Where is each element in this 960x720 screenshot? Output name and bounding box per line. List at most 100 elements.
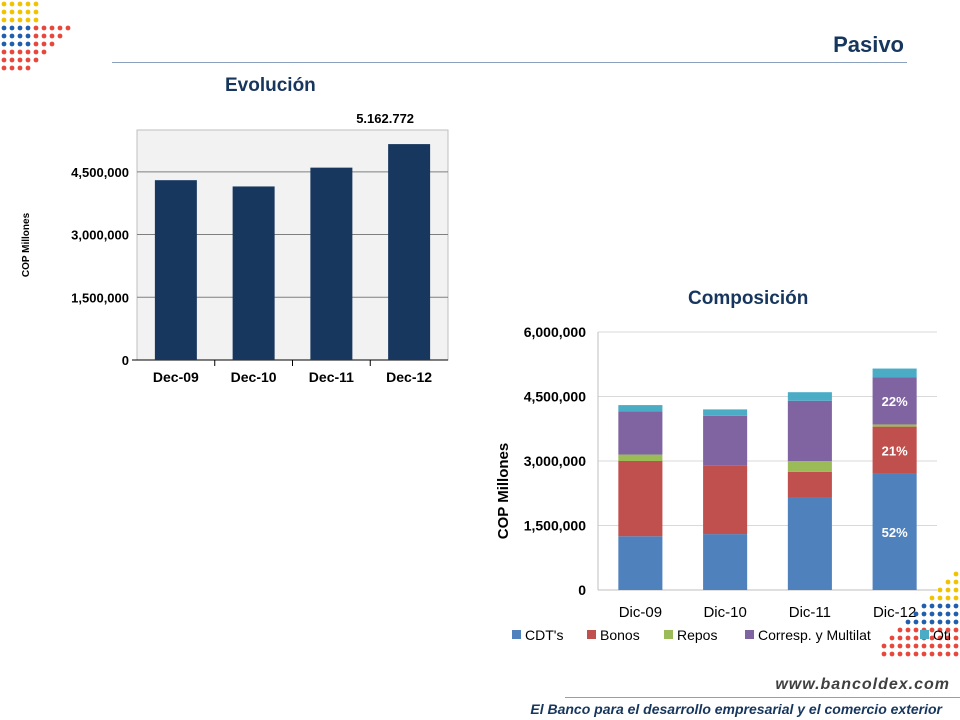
logo-dot	[1, 17, 7, 23]
x-tick-label: Dec-11	[309, 369, 354, 385]
y-tick-label: 3,000,000	[71, 228, 129, 243]
logo-dot	[33, 25, 39, 31]
decor-dot	[889, 643, 895, 649]
logo-dot	[49, 25, 55, 31]
decor-dot	[937, 603, 943, 609]
legend-swatch	[745, 630, 754, 639]
segment-repos-dic-12	[872, 424, 917, 427]
logo-dot	[17, 25, 23, 31]
logo-dot	[33, 17, 39, 23]
decor-dot	[913, 619, 919, 625]
logo-dot	[41, 41, 47, 47]
logo-dot	[33, 41, 39, 47]
logo-dot	[9, 57, 15, 63]
decor-dot	[937, 651, 943, 657]
logo-dot	[33, 49, 39, 55]
decor-dot	[937, 635, 943, 641]
logo-dot	[1, 41, 7, 47]
y-axis-label: COP Millones	[495, 443, 512, 539]
footer-tagline: El Banco para el desarrollo empresarial …	[530, 701, 942, 717]
segment-cdt-s-dic-11	[787, 497, 832, 590]
logo-dot	[17, 33, 23, 39]
decor-dot	[929, 635, 935, 641]
logo-dot	[1, 25, 7, 31]
logo-dots-top	[1, 1, 71, 71]
legend-swatch	[664, 630, 673, 639]
decor-dot	[921, 619, 927, 625]
y-tick-label: 0	[122, 353, 129, 368]
x-tick-label: Dec-10	[231, 369, 277, 385]
decor-dot	[953, 651, 959, 657]
decor-dot	[937, 619, 943, 625]
decor-dot	[937, 627, 943, 633]
decor-dot	[921, 611, 927, 617]
decor-dot	[929, 627, 935, 633]
decor-dot	[881, 643, 887, 649]
legend-swatch	[920, 630, 929, 639]
logo-dot	[9, 33, 15, 39]
percent-label: 22%	[882, 394, 908, 409]
evolution-chart-title: Evolución	[225, 75, 316, 96]
logo-dot	[17, 41, 23, 47]
segment-otros-dic-11	[787, 392, 832, 401]
percent-label: 21%	[882, 443, 908, 458]
legend-swatch	[512, 630, 521, 639]
logo-dot	[25, 33, 31, 39]
logo-dot	[1, 57, 7, 63]
decor-dot	[913, 651, 919, 657]
decor-dot	[953, 619, 959, 625]
y-tick-label: 4,500,000	[71, 165, 129, 180]
logo-dot	[25, 9, 31, 15]
decor-dot	[913, 627, 919, 633]
logo-dot	[17, 9, 23, 15]
decor-dot	[889, 651, 895, 657]
decor-dot	[937, 595, 943, 601]
logo-dot	[33, 1, 39, 7]
decor-dot	[905, 635, 911, 641]
decor-dot	[937, 611, 943, 617]
decor-dot	[929, 603, 935, 609]
percent-label: 52%	[882, 525, 908, 540]
logo-dot	[17, 17, 23, 23]
decor-dot	[905, 619, 911, 625]
footer-divider	[565, 697, 960, 698]
logo-dot	[41, 49, 47, 55]
logo-dot	[65, 25, 71, 31]
bar-dec-12	[388, 144, 431, 360]
logo-dot	[57, 33, 63, 39]
segment-corresp-y-multilat-dic-10	[703, 415, 748, 466]
x-tick-label: Dic-09	[619, 604, 662, 621]
legend-label: CDT's	[525, 627, 563, 643]
segment-cdt-s-dic-09	[618, 536, 663, 590]
decor-dot	[953, 627, 959, 633]
page-title: Pasivo	[833, 32, 904, 57]
logo-dot	[9, 1, 15, 7]
logo-dot	[33, 9, 39, 15]
decor-dot	[945, 595, 951, 601]
segment-bonos-dic-09	[618, 461, 663, 537]
composition-chart-title: Composición	[688, 288, 809, 309]
segment-repos-dic-11	[787, 461, 832, 472]
decor-dot	[897, 627, 903, 633]
y-tick-label: 6,000,000	[524, 324, 586, 340]
decor-dot	[953, 571, 959, 577]
y-tick-label: 1,500,000	[524, 518, 586, 534]
logo-dot	[17, 57, 23, 63]
logo-dot	[9, 65, 15, 71]
bar-dec-10	[232, 186, 275, 360]
logo-dot	[9, 9, 15, 15]
logo-dot	[25, 25, 31, 31]
decor-dot	[953, 643, 959, 649]
decor-dot	[945, 587, 951, 593]
y-tick-label: 3,000,000	[524, 453, 586, 469]
decor-dot	[945, 651, 951, 657]
decor-dot	[905, 627, 911, 633]
decor-dot	[953, 635, 959, 641]
logo-dot	[1, 9, 7, 15]
decor-dot	[889, 635, 895, 641]
segment-repos-dic-09	[618, 454, 663, 461]
logo-dot	[9, 25, 15, 31]
data-label: 5.162.772	[356, 111, 414, 126]
decor-dot	[897, 651, 903, 657]
logo-dot	[1, 1, 7, 7]
